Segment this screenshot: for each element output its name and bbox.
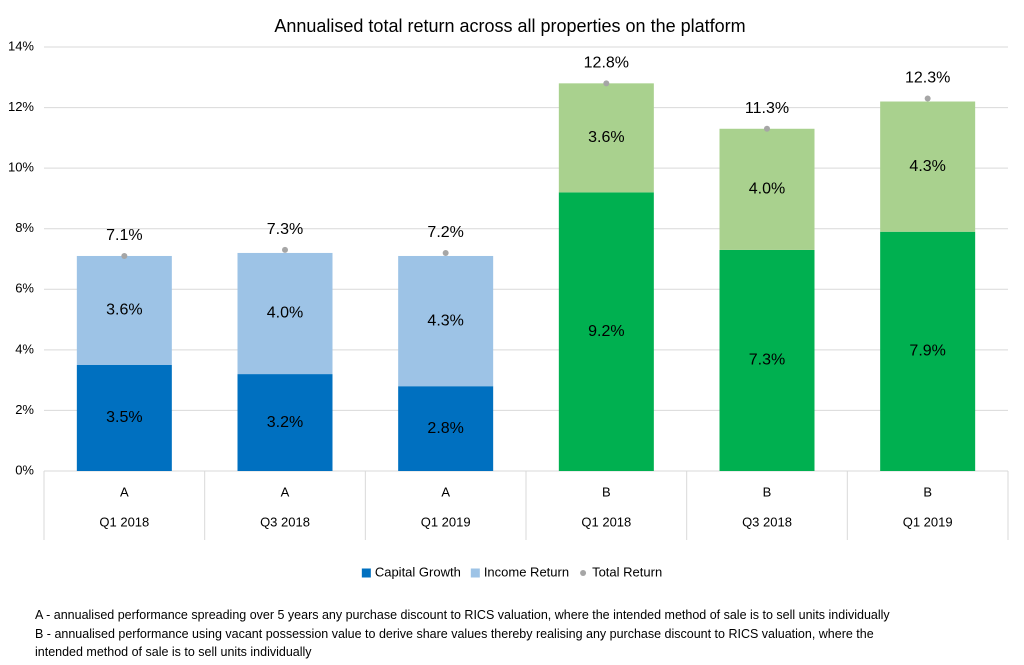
legend-label: Total Return — [592, 564, 662, 579]
legend-label: Capital Growth — [375, 564, 461, 579]
value-label: 4.3% — [427, 312, 463, 329]
footnote: B - annualised performance using vacant … — [35, 627, 874, 641]
bar-segment — [398, 386, 494, 471]
group-label: A — [120, 484, 129, 499]
value-label: 12.3% — [905, 70, 950, 87]
total-dot — [121, 252, 128, 259]
y-tick-label: 6% — [15, 281, 34, 296]
value-label: 4.3% — [909, 158, 945, 175]
value-label: 12.8% — [584, 55, 629, 72]
value-label: 7.3% — [267, 221, 303, 238]
footnote: intended method of sale is to sell units… — [35, 645, 312, 659]
y-tick-label: 4% — [15, 341, 34, 356]
bar-segment — [880, 231, 976, 471]
value-label: 3.6% — [588, 129, 624, 146]
value-label: 7.3% — [749, 352, 785, 369]
y-tick-label: 0% — [15, 462, 34, 477]
x-tick-label: Q1 2019 — [903, 514, 953, 529]
footnote: A - annualised performance spreading ove… — [35, 608, 890, 622]
legend-marker — [361, 568, 371, 578]
y-tick-label: 12% — [8, 99, 34, 114]
value-label: 4.0% — [267, 305, 303, 322]
x-tick-label: Q1 2018 — [99, 514, 149, 529]
legend-marker — [470, 568, 480, 578]
bar-segment — [880, 101, 976, 232]
value-label: 7.1% — [106, 227, 142, 244]
bar-segment — [237, 252, 333, 375]
value-label: 7.2% — [427, 224, 463, 241]
total-dot — [603, 80, 610, 87]
value-label: 11.3% — [745, 100, 789, 117]
group-label: B — [923, 484, 932, 499]
bar-segment — [76, 255, 172, 365]
legend-marker — [580, 570, 587, 576]
value-label: 9.2% — [588, 323, 624, 340]
total-dot — [442, 249, 449, 256]
bar-segment — [558, 83, 654, 193]
legend-label: Income Return — [484, 564, 569, 579]
chart-title: Annualised total return across all prope… — [274, 16, 745, 36]
bar-segment — [398, 255, 494, 387]
value-label: 4.0% — [749, 181, 785, 198]
bar-segment — [76, 365, 172, 471]
value-label: 3.2% — [267, 414, 303, 431]
group-label: B — [602, 484, 611, 499]
x-tick-label: Q1 2019 — [421, 514, 471, 529]
total-dot — [764, 125, 770, 132]
y-tick-label: 8% — [15, 220, 34, 235]
y-tick-label: 14% — [8, 38, 34, 53]
y-tick-label: 10% — [8, 160, 34, 175]
value-label: 3.6% — [106, 302, 142, 319]
group-label: A — [441, 484, 450, 499]
group-label: A — [281, 484, 290, 499]
value-label: 7.9% — [909, 343, 945, 360]
bar-segment — [237, 374, 333, 471]
total-dot — [924, 95, 931, 102]
total-dot — [282, 246, 288, 253]
y-tick-label: 2% — [15, 402, 34, 417]
bar-segment — [719, 128, 815, 250]
x-tick-label: Q3 2018 — [742, 514, 792, 529]
bar-segment — [558, 192, 654, 471]
value-label: 2.8% — [427, 420, 463, 437]
x-tick-label: Q1 2018 — [581, 514, 631, 529]
x-tick-label: Q3 2018 — [260, 514, 310, 529]
bar-segment — [719, 249, 815, 471]
group-label: B — [763, 484, 772, 499]
value-label: 3.5% — [106, 409, 142, 426]
